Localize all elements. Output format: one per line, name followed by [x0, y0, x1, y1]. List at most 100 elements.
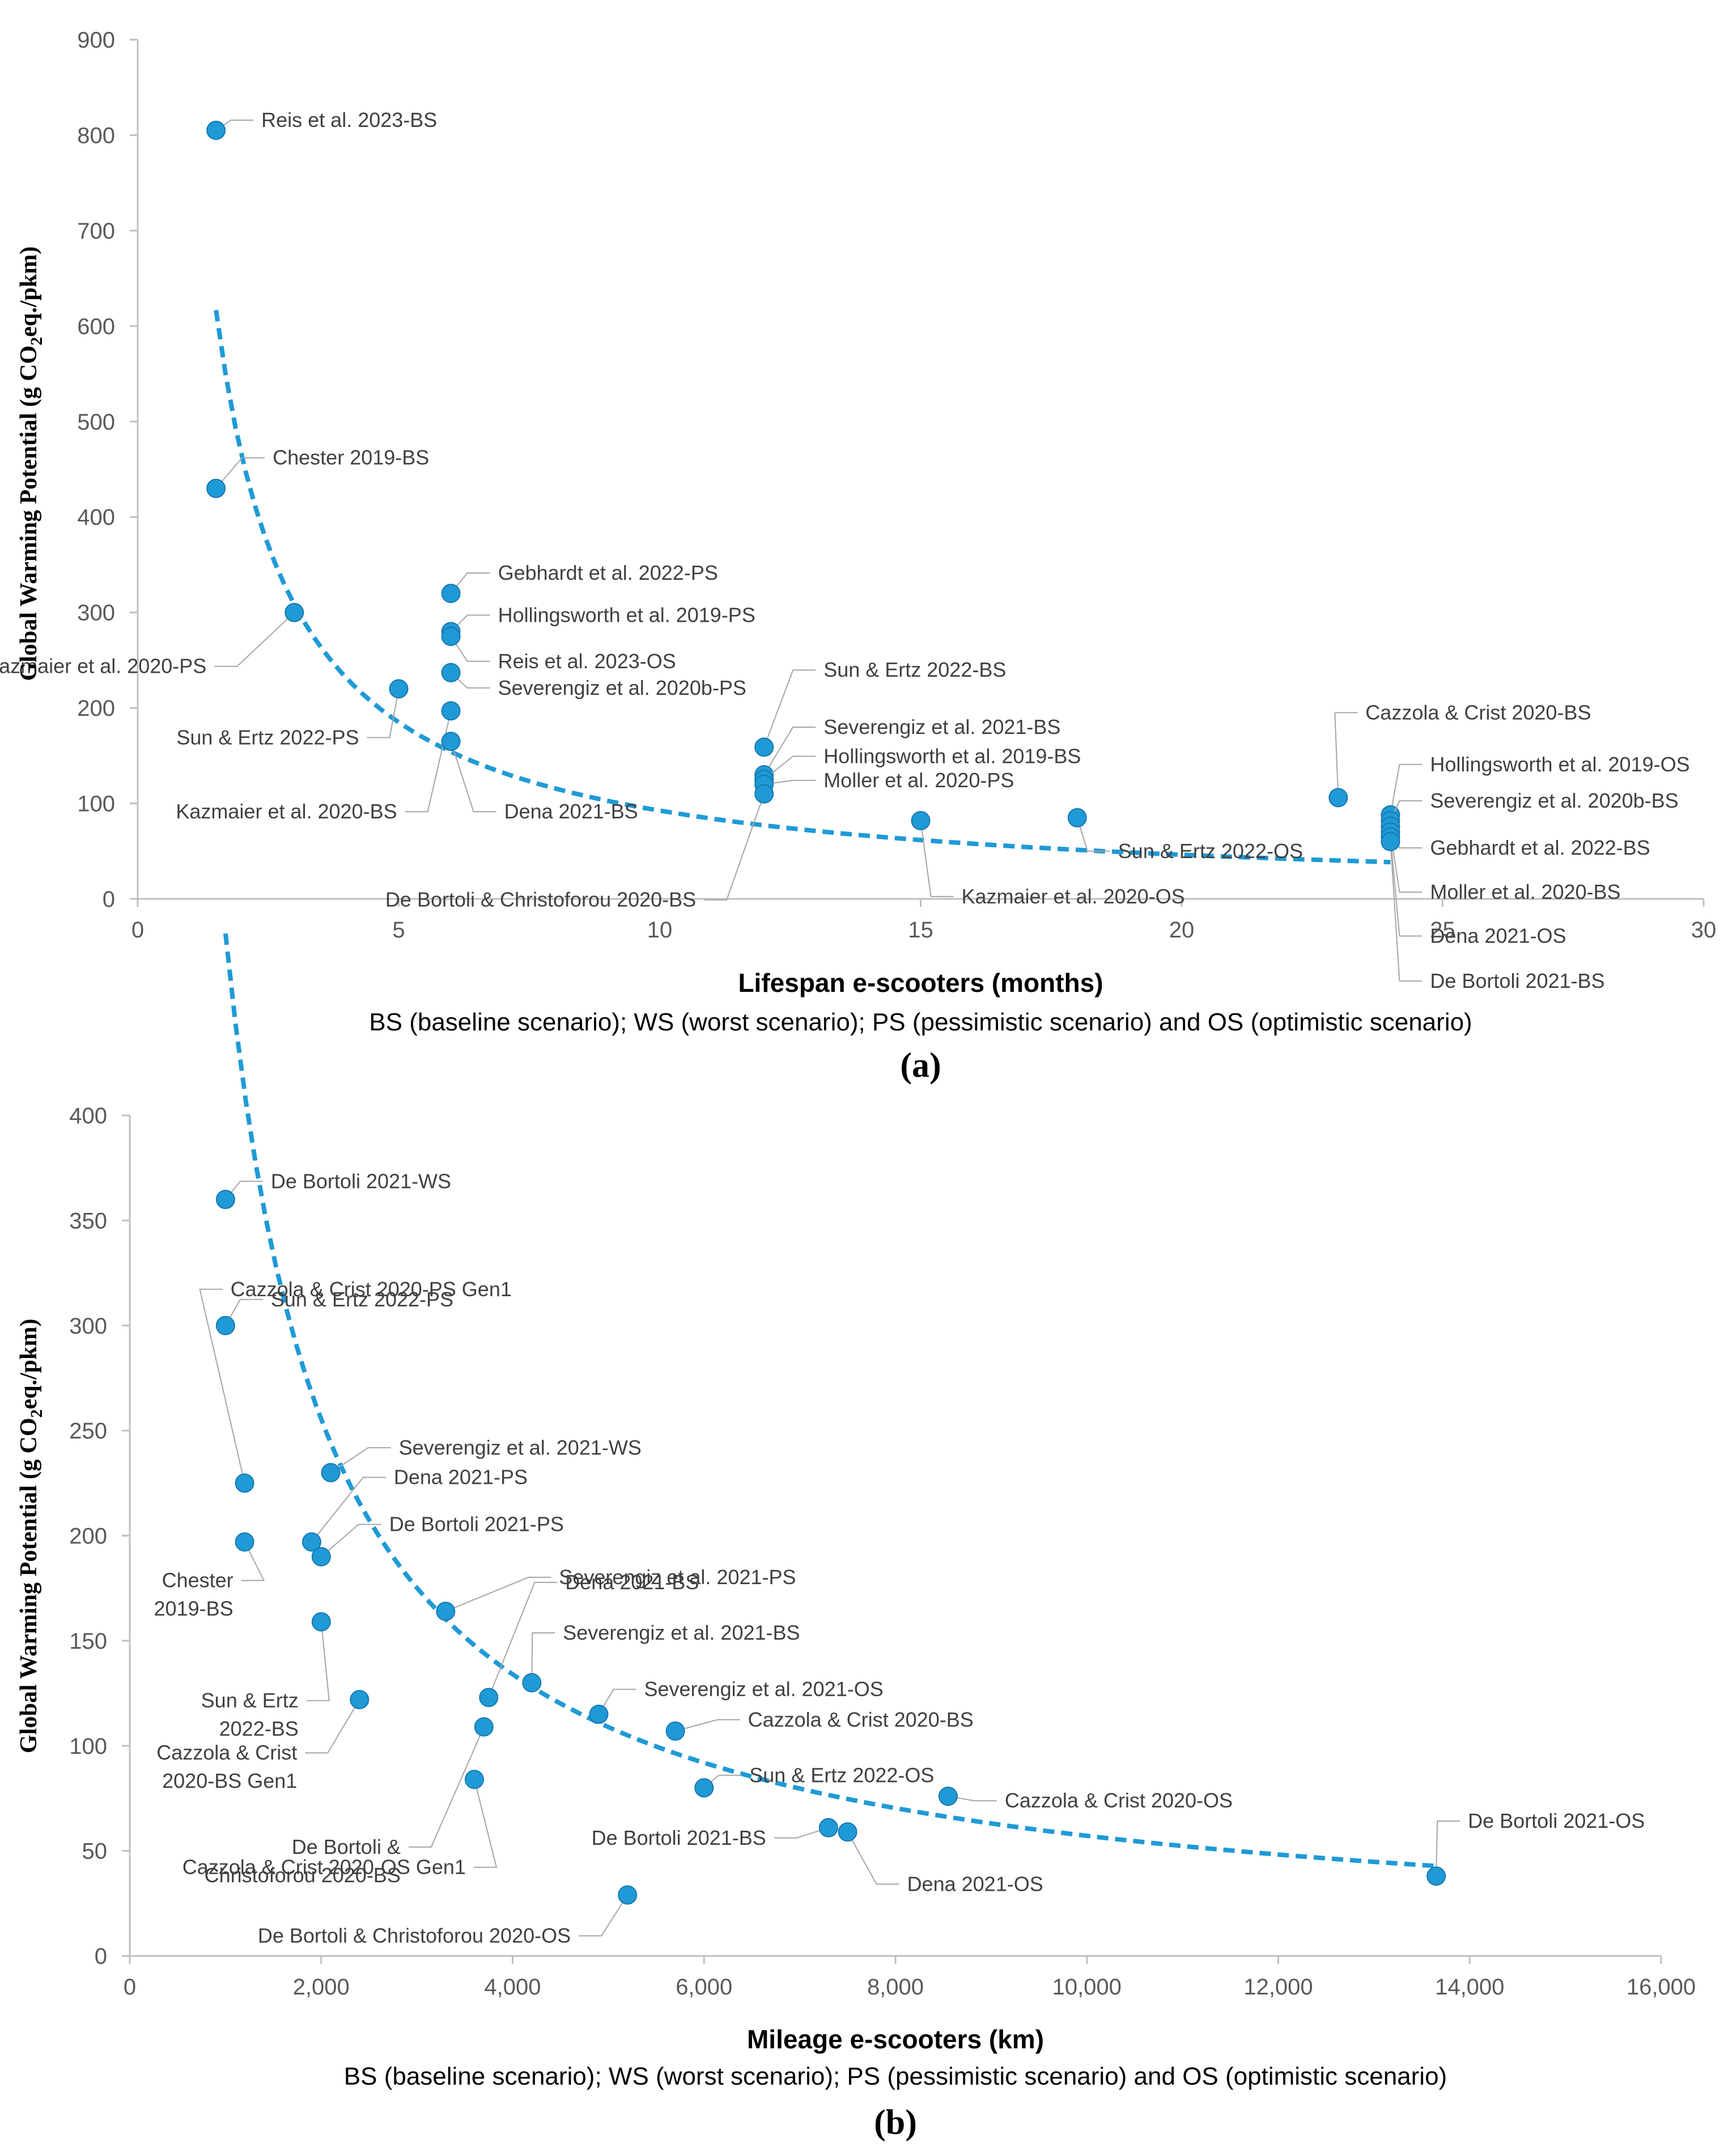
panel-a-leader-line: [405, 710, 452, 813]
panel-b-data-label: Dena 2021-PS: [394, 1466, 528, 1489]
panel-a-data-label: Sun & Ertz 2022-PS: [176, 725, 359, 749]
panel-b-y-axis-title: Global Warming Potential (g CO2eq./pkm): [16, 1319, 46, 1754]
panel-a-data-point: [1067, 808, 1087, 827]
panel-a-x-tick-label: 20: [1169, 918, 1195, 943]
panel-a-leader-line: [920, 820, 954, 897]
panel-a-data-point: [1328, 788, 1348, 808]
panel-b-x-tick-label: 16,000: [1627, 1975, 1696, 2000]
panel-b-data-point: [479, 1688, 499, 1707]
panel-b-data-label: Severengiz et al. 2021-OS: [644, 1678, 883, 1701]
panel-a-y-axis-title-subscript: 2: [27, 337, 46, 345]
panel-b-y-axis-title-part: Global Warming Potential (g CO: [16, 1417, 42, 1753]
panel-b-data-point: [938, 1786, 958, 1806]
panel-b-leader-line: [408, 1726, 485, 1848]
panel-b-leader-line: [1436, 1820, 1460, 1877]
panel-b-data-point: [311, 1547, 331, 1567]
panel-a-data-point: [206, 478, 226, 498]
panel-a-y-tick-label: 300: [77, 601, 115, 626]
panel-b-label: (b): [874, 2103, 917, 2142]
panel-a-leader-line: [214, 612, 295, 667]
panel-a-leader-line: [450, 741, 496, 813]
panel-b-trend-line: [223, 933, 1437, 1869]
panel-b-leader-line: [241, 1542, 265, 1581]
panel-a-data-point: [754, 784, 774, 804]
panel-a-x-tick-label: 5: [392, 918, 405, 943]
panel-a-y-axis-title-part: Global Warming Potential (g CO: [16, 345, 42, 681]
panel-a-leader-line: [1334, 712, 1358, 798]
panel-b-leader-line: [598, 1688, 636, 1715]
panel-a-x-tick-label: 10: [647, 918, 673, 943]
panel-b-data-point: [618, 1885, 638, 1905]
panel-a-y-tick-label: 100: [77, 792, 115, 817]
panel-b-leader-line: [531, 1632, 555, 1683]
panel-b-data-label: Cazzola & Crist: [156, 1741, 297, 1764]
panel-a-data-label: Moller et al. 2020-PS: [823, 769, 1014, 792]
panel-b-data-label: Cazzola & Crist 2020-OS Gen1: [182, 1856, 466, 1879]
panel-a-label: (a): [900, 1046, 941, 1085]
panel-a-data-label: Sun & Ertz 2022-OS: [1118, 839, 1303, 863]
panel-b-leader-line: [488, 1582, 558, 1698]
panel-b-y-tick-label: 0: [95, 1944, 107, 1969]
panel-b-x-tick-label: 2,000: [293, 1975, 350, 2000]
panel-a-y-tick-label: 900: [77, 28, 115, 53]
panel-b-x-tick-label: 4,000: [484, 1975, 541, 2000]
panel-a-data-label: Gebhardt et al. 2022-BS: [1430, 836, 1650, 859]
panel-a-leader-line: [763, 727, 816, 775]
panel-a-data-label: De Bortoli & Christoforou 2020-BS: [385, 888, 696, 911]
panel-b-data-label: Dena 2021-OS: [907, 1872, 1043, 1895]
panel-b-data-point: [474, 1717, 494, 1737]
panel-b-x-tick-label: 12,000: [1243, 1975, 1313, 2000]
panel-b-data-label: 2020-BS Gen1: [162, 1769, 297, 1793]
panel-a-y-axis-title: Global Warming Potential (g CO2eq./pkm): [16, 247, 46, 681]
panel-b-x-axis-title: Mileage e-scooters (km): [747, 2025, 1044, 2054]
panel-b-data-point: [818, 1818, 838, 1837]
panel-b-data-label: Cazzola & Crist 2020-OS: [1005, 1789, 1233, 1812]
panel-a-data-point: [754, 737, 774, 757]
panel-a-leader-line: [450, 636, 490, 662]
panel-a-leader-line: [1390, 763, 1423, 815]
panel-a-data-point: [1381, 831, 1400, 851]
panel-a-y-axis-title-part: eq./pkm): [16, 247, 42, 337]
panel-b-y-tick-label: 350: [69, 1208, 107, 1233]
panel-b-leader-line: [847, 1831, 899, 1885]
panel-b-data-label: De Bortoli 2021-OS: [1468, 1809, 1645, 1832]
panel-b-data-label: Chester: [162, 1569, 233, 1592]
panel-a-y-tick-label: 700: [77, 219, 115, 244]
panel-a-data-label: Hollingsworth et al. 2019-BS: [823, 744, 1081, 767]
panel-b-y-tick-label: 300: [69, 1314, 107, 1339]
panel-b-leader-line: [330, 1447, 391, 1474]
panel-a-data-label: Chester 2019-BS: [273, 446, 429, 469]
panel-a-data-label: De Bortoli 2021-BS: [1430, 969, 1604, 992]
panel-b-data-label: 2019-BS: [154, 1597, 233, 1620]
panel-a-data-point: [389, 679, 409, 699]
panel-b-data-point: [694, 1778, 714, 1798]
panel-b-y-axis-title-subscript: 2: [27, 1409, 46, 1417]
panel-b-leader-line: [199, 1288, 245, 1484]
panel-a-data-label: Kazmaier et al. 2020-BS: [176, 800, 397, 823]
panel-b-chart: 0 50 100 150 200 250 300 350 400 0 2,000 4,000 6,000…: [16, 933, 1696, 2142]
panel-b-data-label: Christoforou 2020-BS: [205, 1864, 401, 1887]
panel-a-x-tick-label: 30: [1691, 918, 1717, 943]
panel-a-data-label: Gebhardt et al. 2022-PS: [498, 561, 718, 584]
panel-b-leader-line: [579, 1894, 629, 1937]
panel-b-data-label: 2022-BS: [219, 1717, 299, 1741]
panel-b-data-point: [215, 1315, 235, 1335]
panel-a-data-label: Moller et al. 2020-BS: [1430, 880, 1620, 903]
panel-a-data-label: Cazzola & Crist 2020-BS: [1365, 701, 1591, 724]
panel-b-leader-line: [675, 1719, 740, 1732]
panel-a-leader-line: [1076, 817, 1110, 852]
panel-a-y-tick-label: 600: [77, 314, 115, 339]
panel-a-x-axis-title: Lifespan e-scooters (months): [738, 968, 1103, 998]
panel-a-trend-line: [214, 309, 1391, 865]
panel-a-leader-line: [1390, 837, 1423, 937]
panel-b-y-tick-label: 400: [69, 1104, 107, 1128]
panel-a-x-tick-label: 25: [1430, 918, 1455, 943]
panel-a-leader-line: [1390, 841, 1423, 982]
panel-b-data-point: [321, 1463, 341, 1483]
panel-a-y-tick-label: 400: [77, 505, 115, 530]
panel-b-data-point: [235, 1532, 254, 1552]
panel-b-data-label: De Bortoli 2021-WS: [271, 1169, 451, 1192]
panel-b-data-point: [589, 1704, 609, 1724]
panel-b-y-tick-label: 200: [69, 1524, 107, 1549]
panel-b-leader-line: [474, 1779, 498, 1868]
